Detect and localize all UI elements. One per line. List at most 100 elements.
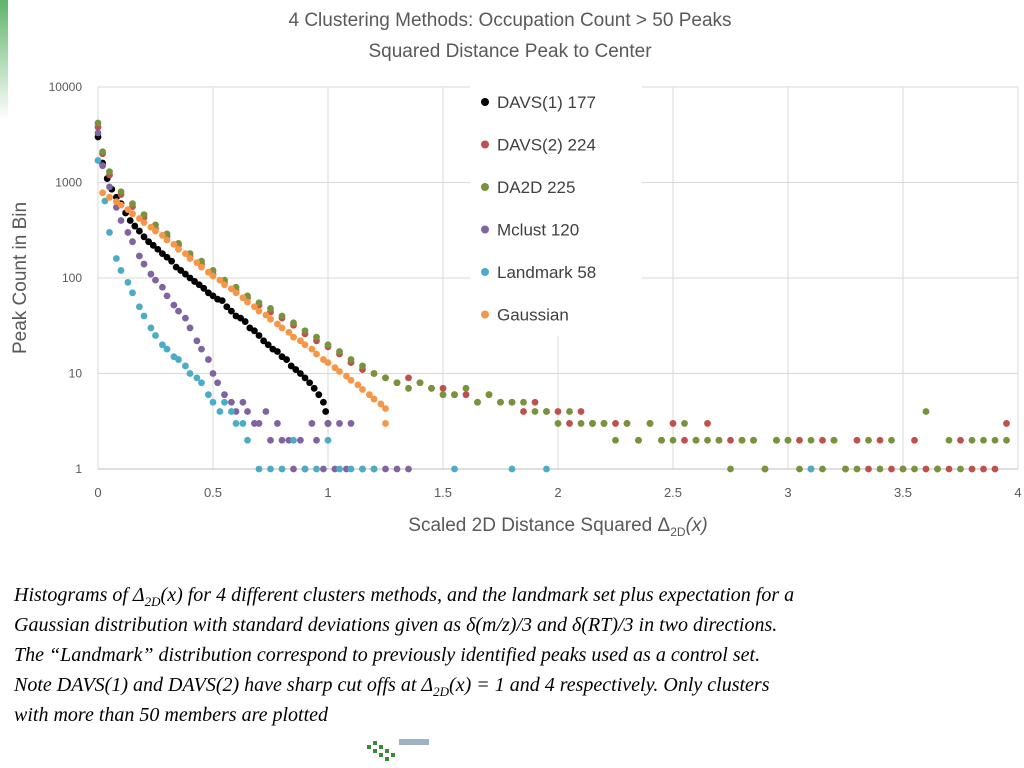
point-mclust-120 (140, 260, 148, 268)
point-da2d-225 (416, 379, 424, 387)
point-gaussian (124, 206, 132, 214)
point-landmark-58 (336, 465, 343, 473)
point-gaussian (297, 337, 304, 345)
caption-line-2: Gaussian distribution with standard devi… (14, 614, 778, 636)
point-da2d-225 (255, 299, 263, 307)
point-davs-1-177 (131, 222, 139, 230)
point-da2d-225 (612, 436, 619, 444)
point-da2d-225 (991, 436, 999, 444)
point-landmark-58 (451, 465, 458, 473)
legend-marker-gaussian (481, 310, 489, 319)
point-gaussian (308, 345, 316, 353)
point-mclust-120 (94, 129, 102, 137)
point-da2d-225 (589, 420, 596, 427)
point-mclust-120 (136, 252, 143, 260)
y-tick-label: 10 (69, 367, 83, 381)
point-landmark-58 (359, 465, 366, 473)
y-tick-label: 10000 (49, 80, 83, 94)
point-da2d-225 (370, 370, 378, 377)
point-landmark-58 (301, 465, 309, 473)
point-gaussian (313, 350, 320, 358)
point-mclust-120 (205, 356, 212, 363)
point-landmark-58 (221, 398, 228, 406)
point-davs-1-177 (255, 332, 263, 339)
point-da2d-225 (129, 200, 136, 208)
chart-subtitle: Squared Distance Peak to Center (368, 41, 652, 62)
x-tick-label: 3 (784, 485, 791, 500)
point-da2d-225 (807, 436, 815, 444)
point-landmark-58 (129, 289, 136, 297)
point-da2d-225 (428, 384, 435, 392)
point-landmark-58 (152, 332, 159, 339)
point-gaussian (354, 381, 362, 389)
point-da2d-225 (106, 168, 113, 176)
x-tick-label: 4 (1014, 485, 1021, 500)
point-davs-1-177 (241, 318, 249, 325)
point-davs-1-177 (154, 245, 162, 253)
point-davs-2-224 (439, 384, 447, 392)
x-axis-label: Scaled 2D Distance Squared Δ2D(x) (408, 515, 707, 539)
x-tick-label: 0 (94, 485, 101, 500)
point-da2d-225 (313, 333, 320, 341)
point-da2d-225 (301, 327, 309, 335)
point-davs-1-177 (315, 391, 323, 399)
point-davs-2-224 (554, 408, 562, 415)
point-landmark-58 (94, 157, 102, 164)
point-mclust-120 (274, 420, 281, 427)
point-da2d-225 (853, 465, 861, 473)
point-davs-2-224 (531, 398, 539, 406)
point-da2d-225 (117, 188, 125, 196)
point-mclust-120 (99, 162, 106, 170)
caption-line-3: The “Landmark” distribution correspond t… (14, 644, 761, 666)
point-mclust-120 (163, 292, 171, 300)
point-landmark-58 (347, 465, 355, 473)
point-da2d-225 (485, 391, 493, 399)
point-davs-1-177 (136, 227, 143, 235)
point-da2d-225 (439, 391, 447, 399)
point-davs-2-224 (876, 436, 884, 444)
point-mclust-120 (405, 465, 412, 473)
point-gaussian (186, 255, 194, 262)
point-da2d-225 (934, 465, 941, 473)
point-davs-1-177 (297, 370, 304, 377)
point-gaussian (193, 259, 201, 266)
point-da2d-225 (543, 408, 550, 415)
point-mclust-120 (347, 420, 355, 427)
figure-caption: Histograms of Δ2D(x) for 4 different clu… (14, 580, 1019, 730)
point-da2d-225 (577, 420, 585, 427)
point-gaussian (359, 386, 366, 393)
point-davs-2-224 (922, 465, 930, 473)
point-mclust-120 (221, 391, 228, 399)
point-mclust-120 (313, 436, 320, 444)
point-mclust-120 (117, 217, 125, 224)
legend-label: DAVS(1) 177 (497, 93, 596, 112)
point-landmark-58 (124, 278, 132, 286)
point-gaussian (205, 268, 212, 276)
point-davs-2-224 (991, 465, 999, 473)
x-tick-label: 1.5 (434, 485, 452, 500)
point-davs-2-224 (957, 436, 964, 444)
point-davs-2-224 (1003, 420, 1010, 427)
point-da2d-225 (393, 379, 401, 387)
point-landmark-58 (198, 379, 205, 387)
point-da2d-225 (99, 148, 106, 156)
point-gaussian (255, 307, 263, 315)
point-davs-1-177 (228, 307, 235, 315)
point-mclust-120 (214, 379, 222, 387)
point-davs-2-224 (888, 465, 895, 473)
point-landmark-58 (175, 356, 182, 363)
point-gaussian (209, 272, 217, 280)
point-gaussian (251, 303, 258, 311)
point-davs-2-224 (405, 374, 412, 382)
point-mclust-120 (278, 436, 286, 444)
point-da2d-225 (347, 356, 355, 363)
point-da2d-225 (784, 436, 792, 444)
point-davs-1-177 (251, 327, 258, 335)
point-da2d-225 (922, 408, 930, 415)
point-da2d-225 (830, 436, 838, 444)
point-mclust-120 (186, 324, 194, 332)
point-da2d-225 (290, 319, 297, 327)
point-davs-1-177 (264, 341, 272, 349)
point-da2d-225 (474, 398, 481, 406)
point-da2d-225 (888, 436, 895, 444)
